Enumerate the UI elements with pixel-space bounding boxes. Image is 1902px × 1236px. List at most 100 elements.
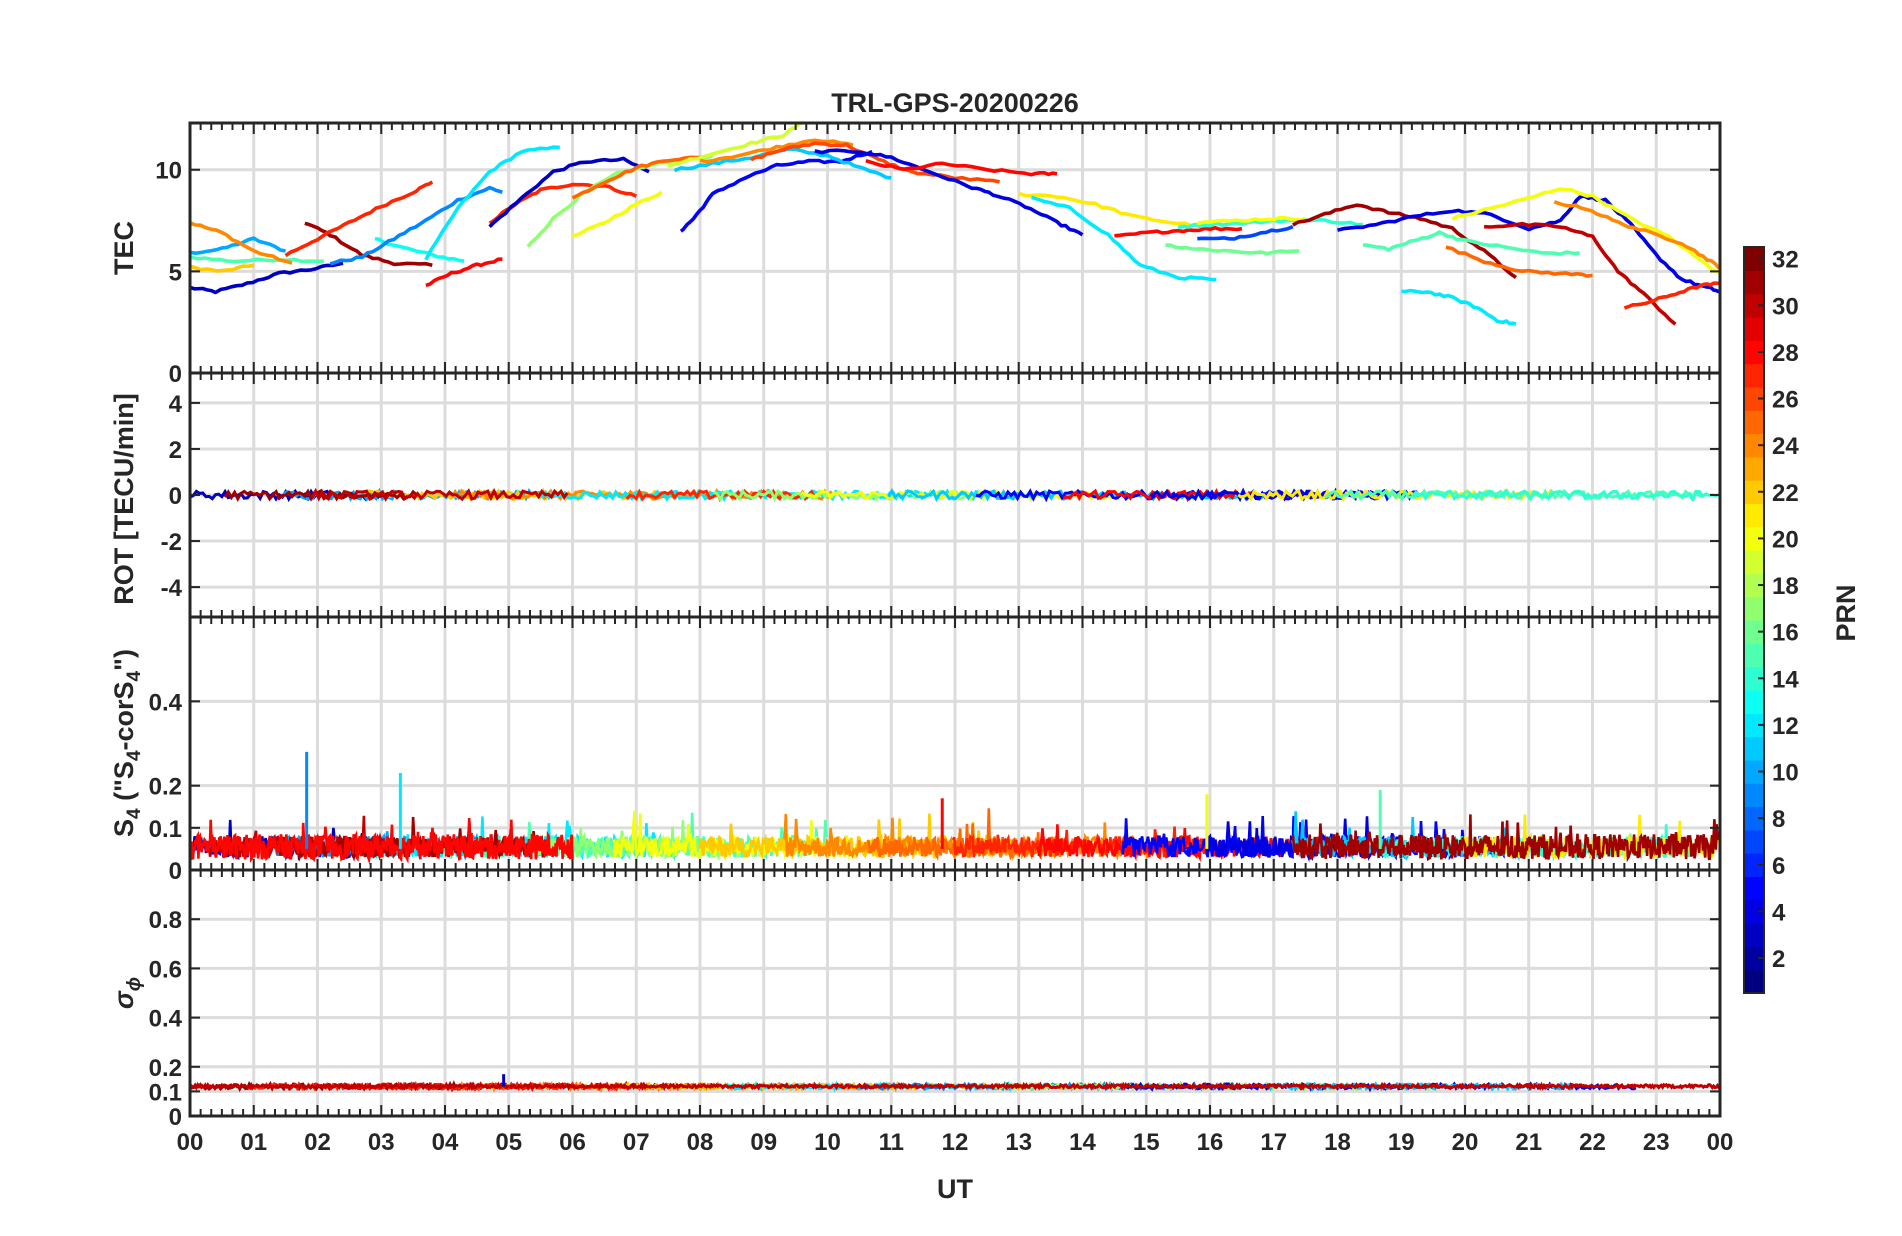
rot-panel: -4 -2 0 2 4: [161, 371, 1722, 619]
rot-panel-series: [190, 487, 1720, 503]
x-axis-label: UT: [937, 1174, 973, 1204]
colorbar-segment: [1744, 363, 1764, 388]
tec-series-prn-15: [190, 255, 324, 264]
x-tick-label: 19: [1388, 1129, 1415, 1156]
tec-panel: 0 5 10: [155, 121, 1722, 388]
colorbar-segment: [1744, 293, 1764, 318]
colorbar-segment: [1744, 456, 1764, 481]
tec-axis-label: TEC: [109, 221, 139, 275]
x-tick-label: 05: [495, 1129, 522, 1156]
tec-series-prn-3: [488, 156, 650, 228]
tec-series-prn-9: [329, 185, 503, 266]
colorbar-tick-label: 10: [1772, 760, 1799, 787]
x-tick-label: 17: [1260, 1129, 1287, 1156]
colorbar-segment: [1744, 247, 1764, 271]
tec-series-prn-24: [1553, 200, 1720, 270]
x-tick-label: 20: [1452, 1129, 1479, 1156]
tec-series-prn-20: [1451, 187, 1720, 275]
x-tick-label: 10: [814, 1129, 841, 1156]
colorbar-segment: [1744, 666, 1764, 691]
colorbar-tick-label: 18: [1772, 573, 1799, 600]
colorbar-tick-label: 24: [1772, 433, 1799, 460]
colorbar-segment: [1744, 829, 1764, 854]
colorbar-tick-label: 8: [1772, 806, 1785, 833]
y-tick-label: 0.1: [149, 816, 182, 843]
x-tick-label: 14: [1069, 1129, 1096, 1156]
colorbar-tick-label: 26: [1772, 387, 1799, 414]
x-tick-label: 13: [1005, 1129, 1032, 1156]
y-tick-label: 0: [169, 361, 182, 388]
colorbar-tick-label: 28: [1772, 340, 1799, 367]
sigma-phi-panel-series: [190, 1074, 1720, 1093]
x-tick-label: 12: [942, 1129, 969, 1156]
tec-series-prn-12: [1030, 195, 1217, 282]
tec-series-prn-4: [1337, 194, 1720, 294]
tec-series-prn-10: [190, 236, 286, 255]
tec-series-prn-7: [1197, 225, 1294, 241]
colorbar-segment: [1744, 596, 1764, 621]
colorbar-tick-label: 2: [1772, 946, 1785, 973]
colorbar-segment: [1744, 550, 1764, 574]
x-tick-label: 18: [1324, 1129, 1351, 1156]
y-tick-label: 2: [169, 437, 182, 464]
x-tick-label: 11: [879, 1129, 904, 1156]
y-tick-label: 0: [169, 858, 182, 885]
tec-series-prn-25: [1445, 245, 1593, 278]
colorbar-segment: [1744, 480, 1764, 505]
tec-series-prn-25: [571, 155, 701, 200]
colorbar-segment: [1744, 899, 1764, 924]
colorbar-segment: [1744, 526, 1764, 551]
y-tick-label: 0.8: [149, 907, 182, 934]
y-tick-label: 0.6: [149, 956, 182, 983]
colorbar-segment: [1744, 270, 1764, 295]
colorbar-segment: [1744, 316, 1764, 341]
y-tick-label: 4: [169, 391, 183, 418]
s4-axis-label: S4 ("S4-corS4"): [109, 649, 145, 837]
tec-series-prn-12: [424, 145, 560, 261]
sigma-series-base: [190, 1081, 1720, 1092]
tec-series-prn-13: [374, 236, 465, 263]
x-tick-label: 06: [559, 1129, 586, 1156]
x-tick-label: 07: [623, 1129, 650, 1156]
colorbar-segment: [1744, 433, 1764, 458]
tec-series-prn-21: [1018, 191, 1211, 229]
x-tick-label: 21: [1515, 1129, 1542, 1156]
y-tick-label: 0.2: [149, 1055, 182, 1082]
x-tick-label: 16: [1197, 1129, 1224, 1156]
colorbar-frame: [1743, 246, 1765, 994]
tec-series-prn-4: [814, 148, 1084, 237]
tec-series-prn-30: [1484, 221, 1677, 326]
s4-panel-series: [190, 751, 1720, 865]
x-tick-label: 03: [368, 1129, 395, 1156]
y-tick-label: 0: [169, 1104, 182, 1131]
x-tick-labels: 00 01 02 03 04 05 06 07 08 09 10 11 12 13 14 15 16 17 18 19…: [177, 1129, 1734, 1156]
y-tick-label: 5: [169, 259, 182, 286]
rot-series-prn-30: [311, 487, 569, 502]
colorbar-segment: [1744, 853, 1764, 878]
colorbar-tick-label: 12: [1772, 713, 1799, 740]
tec-series-prn-27: [284, 180, 434, 258]
s4-series-prn-28-band: [190, 817, 574, 865]
colorbar-segment: [1744, 736, 1764, 761]
colorbar-tick-label: 30: [1772, 293, 1799, 320]
rot-series-prn-28: [1062, 487, 1252, 503]
tec-series-prn-3: [190, 261, 344, 295]
tec-series-prn-16: [1165, 243, 1300, 256]
colorbar-tick-label: 16: [1772, 620, 1799, 647]
tec-series-prn-31: [1291, 203, 1518, 279]
colorbar-segment: [1744, 713, 1764, 738]
y-tick-label: 0.2: [149, 774, 182, 801]
tec-series-prn-28: [1114, 226, 1243, 238]
colorbar-tick-label: 6: [1772, 853, 1785, 880]
colorbar-segment: [1744, 969, 1764, 994]
s4-series-prn-31-band: [1291, 814, 1720, 863]
y-tick-label: 0.4: [149, 1006, 183, 1033]
y-tick-label: 0.1: [149, 1079, 182, 1106]
rot-axis-label: ROT [TECU/min]: [109, 393, 139, 604]
colorbar-segment: [1744, 620, 1764, 644]
x-tick-label: 22: [1579, 1129, 1606, 1156]
rot-series-prn-14: [1411, 488, 1720, 503]
x-tick-label: 08: [687, 1129, 714, 1156]
tec-series-prn-12: [1401, 288, 1517, 326]
